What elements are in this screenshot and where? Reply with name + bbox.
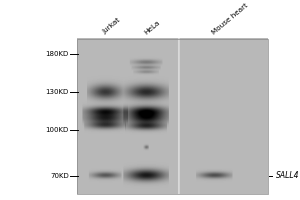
Text: 100KD: 100KD [46, 127, 69, 133]
Text: Mouse heart: Mouse heart [211, 2, 249, 35]
Text: SALL4: SALL4 [276, 171, 300, 180]
Text: 130KD: 130KD [46, 89, 69, 95]
Text: HeLa: HeLa [143, 19, 161, 35]
Text: 70KD: 70KD [50, 173, 69, 179]
Text: Jurkat: Jurkat [102, 17, 122, 35]
Bar [77, 39, 268, 194]
Text: 180KD: 180KD [46, 51, 69, 57]
